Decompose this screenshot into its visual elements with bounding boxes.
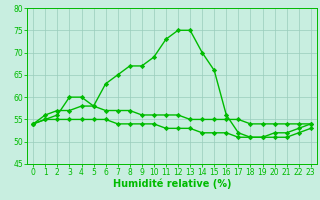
X-axis label: Humidité relative (%): Humidité relative (%) [113,179,231,189]
